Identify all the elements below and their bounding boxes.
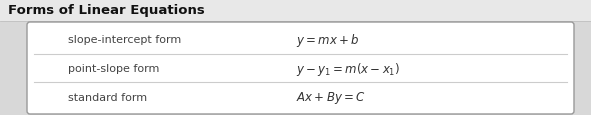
Text: $y - y_1 = m(x - x_1)$: $y - y_1 = m(x - x_1)$ — [296, 60, 400, 77]
FancyBboxPatch shape — [27, 23, 574, 114]
Text: point-slope form: point-slope form — [68, 63, 160, 73]
Text: Forms of Linear Equations: Forms of Linear Equations — [8, 4, 204, 17]
Text: slope-intercept form: slope-intercept form — [68, 35, 181, 45]
Bar — [0, 0, 591, 22]
Text: $Ax + By = C$: $Ax + By = C$ — [296, 89, 365, 105]
Text: $y = mx + b$: $y = mx + b$ — [296, 32, 359, 48]
Text: standard form: standard form — [68, 92, 147, 102]
